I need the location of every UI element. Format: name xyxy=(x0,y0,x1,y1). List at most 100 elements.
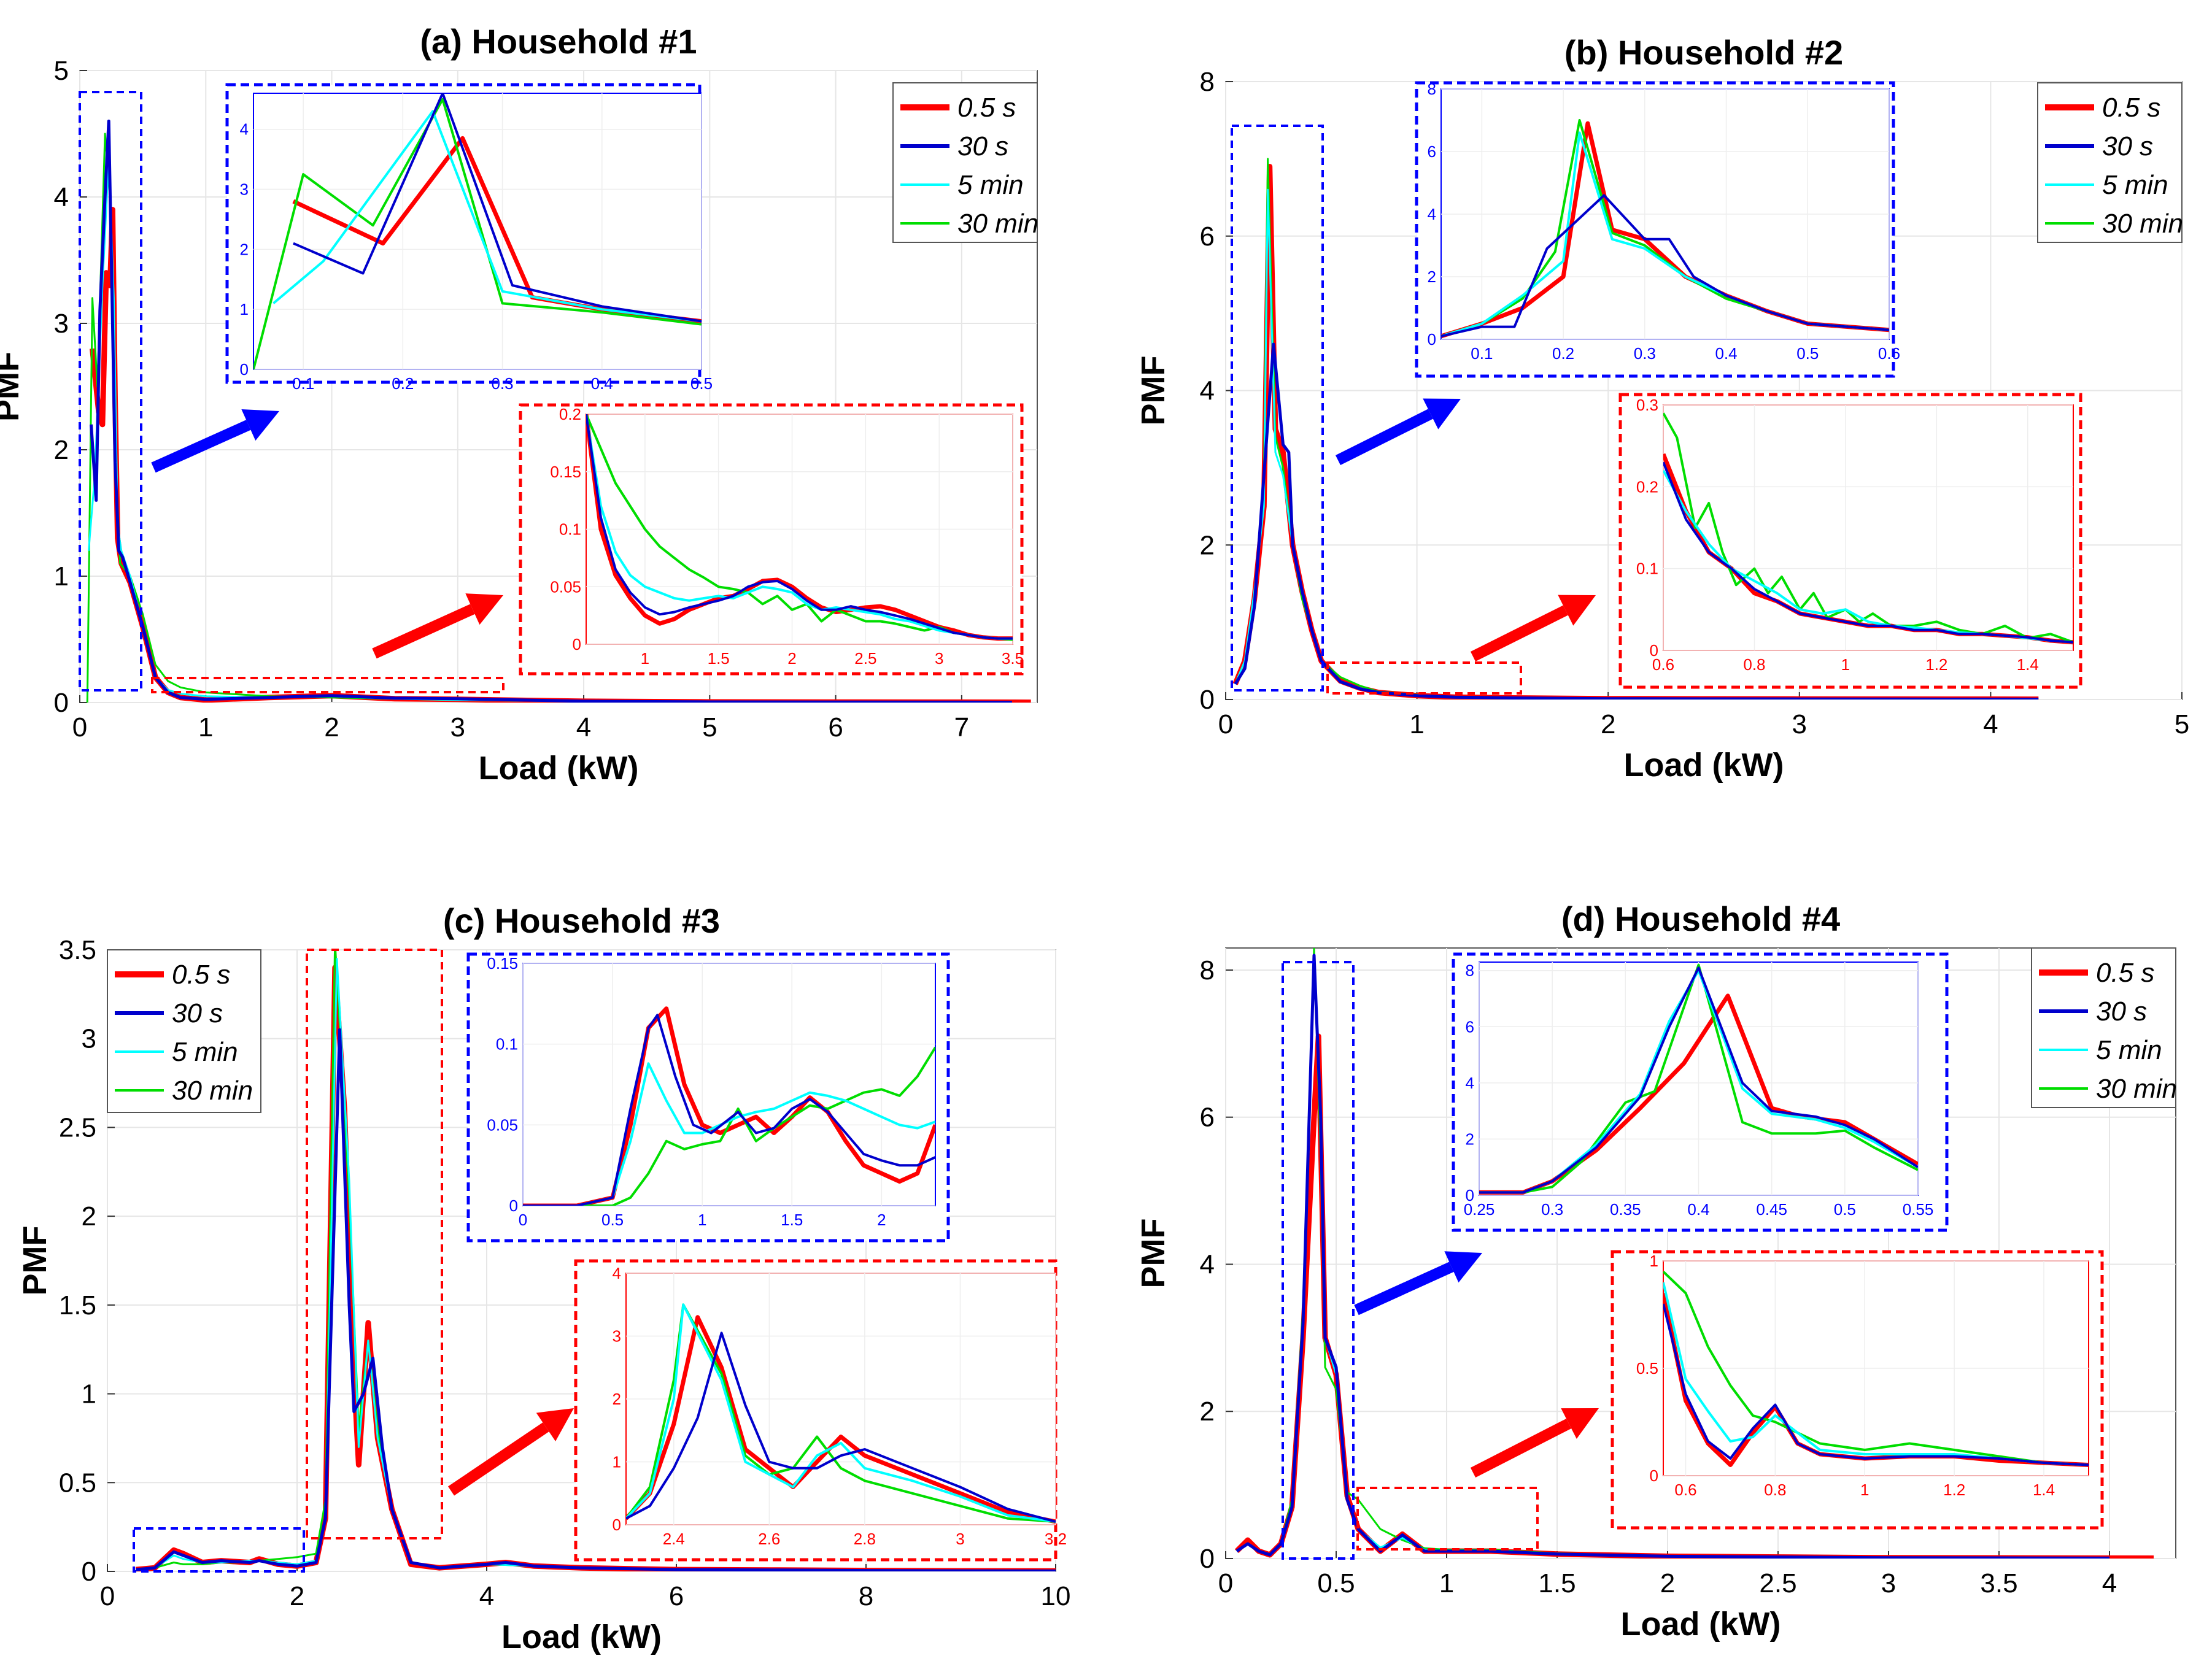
chart-title: (a) Household #1 xyxy=(420,22,697,61)
inset-y-tick-label: 8 xyxy=(1428,80,1436,98)
y-tick-label: 4 xyxy=(54,182,69,212)
inset-x-tick-label: 1 xyxy=(1860,1481,1869,1499)
legend-label: 0.5 s xyxy=(172,960,230,990)
zoom-region-red xyxy=(151,677,505,693)
zoom-arrowhead xyxy=(1423,398,1461,430)
inset-y-tick-label: 0.15 xyxy=(487,954,518,973)
zoom-arrowhead xyxy=(536,1408,574,1441)
y-tick-label: 0 xyxy=(1200,1544,1215,1574)
inset-series-group xyxy=(586,414,1013,641)
inset-series-line-30-s xyxy=(1479,966,1918,1194)
inset-y-tick-label: 8 xyxy=(1466,961,1474,980)
inset-series-line-30-s xyxy=(626,1331,1056,1523)
inset-y-tick-label: 6 xyxy=(1428,142,1436,161)
x-tick-label: 0 xyxy=(72,712,87,742)
inset-y-tick-label: 0 xyxy=(573,635,581,653)
legend-label: 0.5 s xyxy=(957,93,1016,123)
inset-series-line-30-s xyxy=(586,414,1013,640)
inset-x-tick-label: 0.8 xyxy=(1764,1481,1786,1499)
series-line-30-s xyxy=(1235,954,2110,1559)
inset-series-line-30-s xyxy=(1441,194,1889,337)
inset-x-tick-label: 0.35 xyxy=(1610,1200,1641,1219)
x-tick-label: 4 xyxy=(479,1581,494,1611)
zoom-region-blue xyxy=(1231,125,1324,692)
inset-red: 2.4 2.6 2.8 3 3.2 0 1 2 3 4 xyxy=(574,1259,1067,1562)
inset-plot-area xyxy=(1663,404,2074,651)
x-tick-label: 0 xyxy=(1218,709,1233,739)
zoom-arrow xyxy=(1354,1262,1454,1316)
series-line-30-s xyxy=(90,119,1012,703)
legend-label: 30 min xyxy=(957,209,1038,239)
inset-y-tick-label: 1 xyxy=(240,300,249,318)
legend-label: 30 min xyxy=(2096,1074,2177,1104)
x-tick-label: 0.5 xyxy=(1317,1568,1355,1598)
inset-series-group xyxy=(1479,963,1918,1195)
inset-x-tick-label: 0.25 xyxy=(1464,1200,1495,1219)
inset-x-tick-label: 0.3 xyxy=(1634,344,1656,363)
legend-label: 30 s xyxy=(2102,131,2153,161)
chart-title: (d) Household #4 xyxy=(1561,900,1840,938)
x-axis-label: Load (kW) xyxy=(479,750,639,787)
inset-x-tick-label: 1.5 xyxy=(708,649,730,668)
legend: 0.5 s 30 s 5 min 30 min xyxy=(2037,82,2183,243)
y-tick-label: 1 xyxy=(54,561,69,591)
y-axis-label: PMF xyxy=(1135,1219,1172,1289)
chart-panel-4: 0 0.5 1 1.5 2 2.5 3 3.5 4 0 2 4 6 8 0.25 0.3 0.35 0.4 0.45… xyxy=(1135,900,2177,1643)
legend-label: 30 min xyxy=(172,1076,253,1106)
inset-red: 0.6 0.8 1 1.2 1.4 0 0.1 0.2 0.3 xyxy=(1618,393,2082,689)
inset-red: 1 1.5 2 2.5 3 3.5 0 0.05 0.1 0.15 0.2 xyxy=(519,403,1024,676)
inset-series-line-30-min xyxy=(1663,412,2073,644)
y-axis-label: PMF xyxy=(1135,356,1172,426)
x-tick-label: 7 xyxy=(954,712,969,742)
inset-x-tick-label: 2 xyxy=(877,1211,886,1229)
x-tick-label: 1 xyxy=(198,712,213,742)
y-tick-label: 0 xyxy=(82,1557,96,1587)
x-tick-label: 6 xyxy=(669,1581,684,1611)
inset-x-tick-label: 0.1 xyxy=(1471,344,1493,363)
x-tick-label: 3 xyxy=(1792,709,1807,739)
y-tick-label: 0 xyxy=(54,688,69,718)
inset-x-tick-label: 0.3 xyxy=(1541,1200,1563,1219)
inset-series-line-5-min xyxy=(273,110,702,323)
zoom-arrow xyxy=(1335,409,1433,466)
legend-label: 30 s xyxy=(957,131,1008,161)
zoom-region-blue xyxy=(79,91,142,692)
inset-x-tick-label: 1.2 xyxy=(1943,1481,1965,1499)
series-group xyxy=(135,950,1056,1571)
inset-y-tick-label: 0.2 xyxy=(559,405,581,423)
zoom-region-blue xyxy=(133,1527,305,1573)
zoom-arrowhead xyxy=(1558,595,1596,626)
y-tick-label: 4 xyxy=(1200,1249,1215,1279)
legend-label: 30 min xyxy=(2102,209,2183,239)
inset-x-tick-label: 2.6 xyxy=(758,1530,780,1548)
inset-y-tick-label: 0 xyxy=(509,1196,518,1215)
inset-y-tick-label: 2 xyxy=(1466,1130,1474,1148)
x-tick-label: 0 xyxy=(100,1581,115,1611)
x-tick-label: 3 xyxy=(1881,1568,1896,1598)
inset-series-group xyxy=(1441,119,1889,339)
zoom-region-red xyxy=(1326,661,1522,695)
zoom-arrow xyxy=(151,420,251,473)
inset-x-tick-label: 3.5 xyxy=(1002,649,1024,668)
inset-x-tick-label: 2 xyxy=(787,649,796,668)
legend: 0.5 s 30 s 5 min 30 min xyxy=(107,949,261,1113)
series-line-30-s xyxy=(1234,342,2039,699)
inset-y-tick-label: 0 xyxy=(240,360,249,379)
x-tick-label: 1 xyxy=(1409,709,1424,739)
x-tick-label: 2 xyxy=(1601,709,1615,739)
inset-series-line-30-s xyxy=(1663,461,2073,644)
legend-label: 5 min xyxy=(2102,170,2168,200)
y-tick-label: 8 xyxy=(1200,67,1215,97)
legend-label: 5 min xyxy=(172,1037,238,1067)
zoom-region-blue xyxy=(1282,961,1355,1560)
legend-label: 5 min xyxy=(2096,1035,2162,1065)
inset-y-tick-label: 4 xyxy=(1428,205,1436,223)
zoom-region-red xyxy=(1356,1487,1539,1551)
x-tick-label: 5 xyxy=(702,712,717,742)
inset-x-tick-label: 2.4 xyxy=(663,1530,685,1548)
inset-series-line-30-min xyxy=(523,1046,935,1206)
inset-x-tick-label: 0.5 xyxy=(1796,344,1819,363)
inset-x-tick-label: 0.4 xyxy=(591,374,613,393)
inset-series-group xyxy=(1663,1271,2089,1467)
inset-y-tick-label: 0.3 xyxy=(1636,396,1658,414)
